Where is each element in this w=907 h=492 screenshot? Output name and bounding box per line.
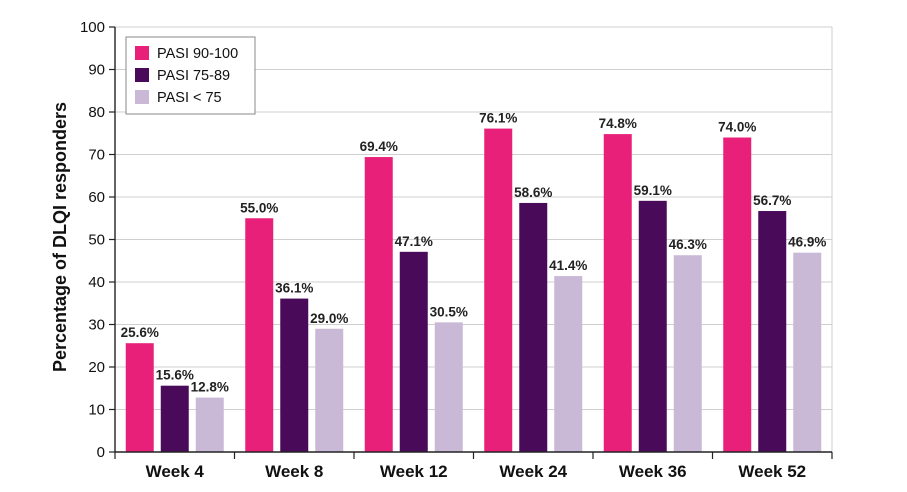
legend-swatch xyxy=(135,68,149,82)
bar-pasi-75-week-8 xyxy=(315,328,344,452)
y-tick-label: 30 xyxy=(88,317,105,334)
data-label: 47.1% xyxy=(395,234,433,249)
data-label: 46.3% xyxy=(669,237,707,252)
bar-pasi-75-89-week-8 xyxy=(280,298,309,452)
x-tick-label: Week 4 xyxy=(146,462,205,481)
y-tick-label: 10 xyxy=(88,402,105,419)
bar-pasi-90-100-week-8 xyxy=(245,218,274,452)
data-label: 30.5% xyxy=(430,304,468,319)
legend-swatch xyxy=(135,46,149,60)
x-tick-label: Week 52 xyxy=(738,462,806,481)
data-label: 74.8% xyxy=(599,116,637,131)
gridlines xyxy=(115,26,833,452)
axes: 0 10 20 30 40 50 60 70 80 90 100 Week 4 Week 8 Week 1… xyxy=(80,19,833,481)
x-tick-label: Week 12 xyxy=(380,462,448,481)
y-tick-label: 40 xyxy=(88,274,105,291)
bar-pasi-75-week-12 xyxy=(434,322,463,452)
legend-label: PASI 90-100 xyxy=(157,46,238,62)
y-tick-label: 0 xyxy=(97,444,105,461)
data-label: 12.8% xyxy=(191,380,229,395)
x-tick-label: Week 8 xyxy=(265,462,323,481)
data-label: 25.6% xyxy=(121,325,159,340)
bar-pasi-90-100-week-52 xyxy=(723,137,752,452)
y-tick-label: 50 xyxy=(88,232,105,249)
x-tick-label: Week 24 xyxy=(499,462,567,481)
y-tick-label: 20 xyxy=(88,359,105,376)
y-tick-label: 60 xyxy=(88,189,105,206)
data-label: 29.0% xyxy=(310,311,348,326)
y-tick-label: 70 xyxy=(88,147,105,164)
bar-pasi-75-week-52 xyxy=(793,252,822,452)
legend-label: PASI 75-89 xyxy=(157,68,230,84)
data-label: 58.6% xyxy=(514,185,552,200)
data-label: 76.1% xyxy=(479,111,517,126)
bar-pasi-75-week-24 xyxy=(554,276,583,452)
y-axis-title: Percentage of DLQI responders xyxy=(50,102,70,372)
data-labels: 25.6% 15.6%12.8% 55.0% 36.1% 29.0% 69.4% 47.1%… xyxy=(121,111,827,395)
bar-pasi-90-100-week-4 xyxy=(125,343,154,452)
bars xyxy=(125,128,822,453)
data-label: 36.1% xyxy=(275,281,313,296)
bar-pasi-90-100-week-24 xyxy=(484,128,513,452)
bar-pasi-75-week-36 xyxy=(673,255,702,452)
data-label: 41.4% xyxy=(549,258,587,273)
bar-pasi-90-100-week-12 xyxy=(364,157,393,453)
y-tick-label: 90 xyxy=(88,62,105,79)
y-tick-label: 80 xyxy=(88,104,105,121)
bar-pasi-90-100-week-36 xyxy=(603,134,632,452)
data-label: 55.0% xyxy=(240,200,278,215)
bar-pasi-75-89-week-4 xyxy=(160,385,189,452)
bar-pasi-75-89-week-24 xyxy=(519,202,548,452)
data-label: 74.0% xyxy=(718,120,756,135)
bar-pasi-75-89-week-12 xyxy=(399,251,428,452)
data-label: 59.1% xyxy=(634,183,672,198)
legend: PASI 90-100 PASI 75-89 PASI < 75 xyxy=(125,36,256,115)
bar-pasi-75-89-week-36 xyxy=(638,200,667,452)
y-tick-label: 100 xyxy=(80,19,105,36)
data-label: 15.6% xyxy=(156,368,194,383)
data-label: 46.9% xyxy=(788,235,826,250)
bar-pasi-75-week-4 xyxy=(195,397,224,452)
data-label: 69.4% xyxy=(360,139,398,154)
data-label: 56.7% xyxy=(753,193,791,208)
x-tick-label: Week 36 xyxy=(619,462,687,481)
legend-label: PASI < 75 xyxy=(157,90,222,106)
bar-pasi-75-89-week-52 xyxy=(758,211,787,452)
legend-swatch xyxy=(135,90,149,104)
